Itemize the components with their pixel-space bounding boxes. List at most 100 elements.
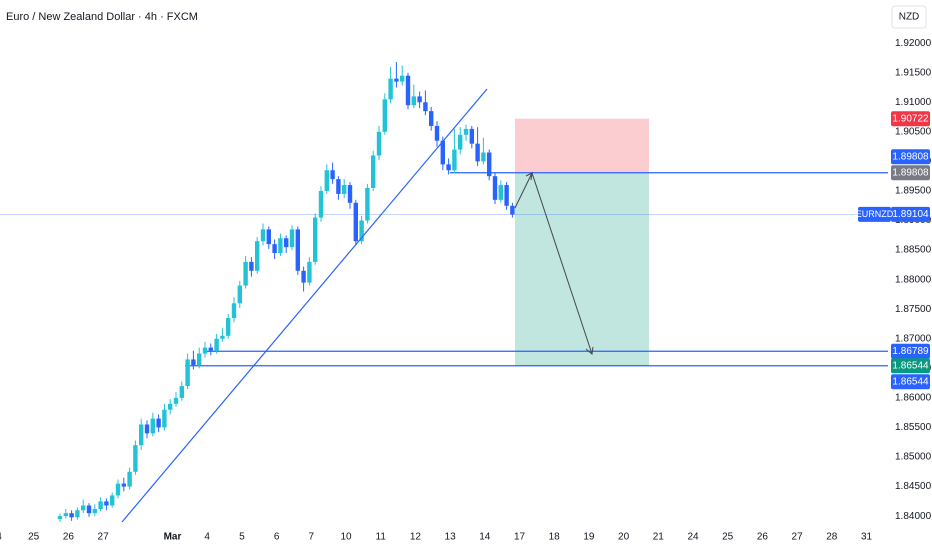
x-tick-label: 6: [274, 532, 280, 543]
y-tick-label: 1.84000: [895, 511, 932, 522]
candle-body: [226, 318, 231, 336]
candle-body: [260, 229, 266, 242]
arrow-head: [525, 172, 533, 181]
stop-zone: [515, 118, 649, 173]
price-tag: [891, 149, 930, 165]
x-tick-label: 5: [239, 532, 245, 543]
candle-body: [284, 238, 289, 248]
y-tick-label: 1.90500: [895, 126, 932, 137]
x-tick-label: Mar: [164, 532, 182, 543]
candle-body: [75, 510, 80, 518]
candle-body: [156, 418, 161, 428]
x-tick-label: 13: [445, 532, 457, 543]
candle-body: [121, 483, 126, 487]
price-tag-label: 1.89808: [892, 167, 929, 178]
candle-body: [202, 347, 208, 354]
price-tag: [891, 206, 930, 222]
candle-body: [266, 229, 271, 245]
candle-body: [98, 501, 103, 510]
candle-body: [307, 261, 312, 283]
candle-body: [429, 111, 434, 126]
candle-body: [144, 424, 150, 434]
price-tag-label: 1.89104: [892, 209, 929, 220]
candle-body: [173, 397, 179, 404]
currency-label: NZD: [899, 12, 920, 23]
candle-body: [313, 217, 318, 262]
candle-body: [81, 505, 86, 511]
candle-body: [278, 238, 283, 254]
candle-body: [272, 244, 277, 254]
price-tag-label: 1.86544: [892, 376, 929, 387]
candle-body: [330, 170, 335, 180]
candle-body: [446, 164, 451, 171]
candle-body: [481, 152, 486, 162]
x-tick-label: 26: [757, 532, 769, 543]
y-tick-label: 1.84500: [895, 481, 932, 492]
candle-body: [463, 128, 469, 135]
x-tick-label: 4: [0, 532, 2, 543]
candle-body: [318, 190, 324, 218]
x-tick-label: 19: [583, 532, 595, 543]
y-tick-label: 1.88500: [895, 245, 932, 256]
candle-body: [492, 176, 498, 200]
candle-body: [57, 516, 63, 520]
candle-body: [139, 424, 144, 446]
price-tag-label: 1.89808: [892, 151, 929, 162]
symbol-tag-label: EURNZD: [856, 209, 894, 219]
x-tick-label: 27: [98, 532, 110, 543]
x-tick-label: 20: [618, 532, 630, 543]
candle-body: [208, 347, 213, 351]
price-tag: [891, 374, 930, 390]
x-tick-label: 24: [687, 532, 699, 543]
candle-body: [388, 78, 393, 100]
candle-body: [336, 179, 341, 194]
candle-body: [382, 99, 387, 132]
candle-body: [504, 185, 509, 206]
x-tick-label: 12: [410, 532, 422, 543]
candle-body: [185, 359, 190, 387]
y-tick-label: 1.86000: [895, 393, 932, 404]
candle-body: [487, 152, 492, 177]
x-tick-label: 25: [722, 532, 734, 543]
price-tag-label: 1.86544: [892, 360, 929, 371]
x-tick-label: 31: [861, 532, 873, 543]
candle-body: [347, 185, 353, 203]
x-tick-label: 27: [792, 532, 804, 543]
trend-line: [121, 88, 488, 523]
y-tick-label: 1.91500: [895, 67, 932, 78]
candle-body: [353, 202, 358, 242]
y-tick-label: 1.87000: [895, 333, 932, 344]
y-tick-label: 1.89500: [895, 186, 932, 197]
candle-body: [255, 241, 260, 271]
candle-body: [191, 359, 196, 366]
y-tick-label: 1.88000: [895, 274, 932, 285]
candle-body: [417, 96, 422, 103]
candle-body: [452, 149, 457, 171]
candle-body: [469, 128, 474, 144]
drawings-layer: [0, 118, 888, 367]
price-tag-label: 1.90722: [892, 113, 929, 124]
candle-body: [168, 403, 173, 410]
candle-body: [342, 185, 347, 194]
x-tick-label: 11: [376, 532, 387, 543]
candle-body: [220, 335, 225, 339]
candle-body: [179, 386, 184, 398]
x-tick-label: 14: [479, 532, 491, 543]
currency-box[interactable]: [891, 5, 927, 29]
candles-layer: [57, 62, 515, 523]
candle-body: [458, 134, 463, 150]
candle-body: [115, 483, 121, 496]
candle-body: [405, 75, 411, 106]
chart-title: Euro / New Zealand Dollar · 4h · FXCM: [6, 11, 198, 23]
candle-body: [394, 78, 399, 82]
candle-body: [69, 513, 74, 518]
candle-body: [133, 445, 138, 472]
arrow-head: [585, 346, 594, 355]
candle-body: [365, 188, 370, 221]
candle-body: [197, 353, 202, 366]
candle-body: [237, 285, 242, 304]
candle-body: [86, 505, 92, 514]
candle-body: [376, 131, 382, 156]
